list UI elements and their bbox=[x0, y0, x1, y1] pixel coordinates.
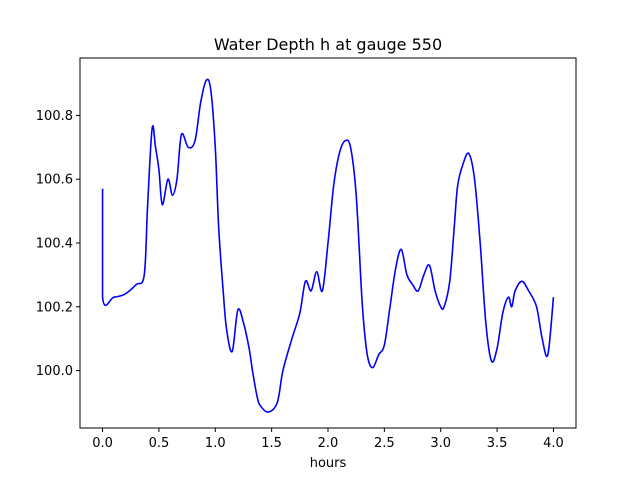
tick-group: 0.0 0.5 1.0 1.5 2.0 2.5 3.0 3.5 4.0 100.0 100.2 100… bbox=[36, 109, 564, 451]
x-axis-label: hours bbox=[310, 456, 347, 471]
x-tick-label: 4.0 bbox=[543, 436, 564, 451]
x-tick-label: 3.0 bbox=[430, 436, 451, 451]
y-tick-label: 100.6 bbox=[36, 173, 73, 188]
plot-frame bbox=[79, 57, 577, 429]
x-tick-label: 0.0 bbox=[92, 436, 113, 451]
x-tick-label: 0.5 bbox=[149, 436, 170, 451]
y-tick-label: 100.4 bbox=[36, 237, 73, 252]
y-tick-label: 100.2 bbox=[36, 300, 73, 315]
x-tick-label: 1.5 bbox=[261, 436, 282, 451]
x-tick-label: 2.0 bbox=[318, 436, 339, 451]
y-tick-label: 100.0 bbox=[36, 364, 73, 379]
series-line bbox=[101, 78, 555, 413]
chart-title: Water Depth h at gauge 550 bbox=[214, 35, 442, 54]
x-tick-label: 1.0 bbox=[205, 436, 226, 451]
x-tick-label: 2.5 bbox=[374, 436, 395, 451]
x-tick-label: 3.5 bbox=[487, 436, 508, 451]
y-tick-label: 100.8 bbox=[36, 109, 73, 124]
